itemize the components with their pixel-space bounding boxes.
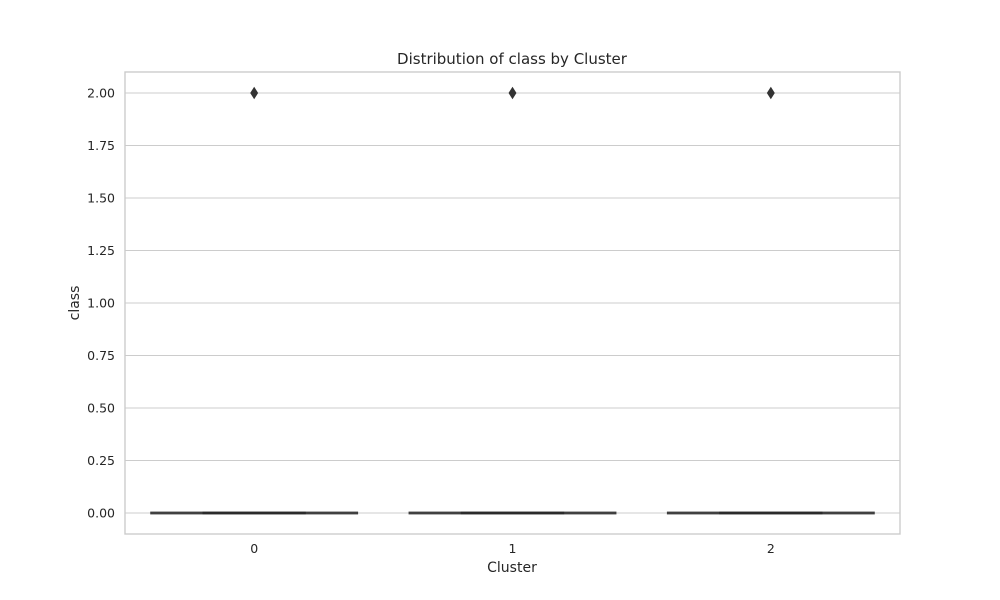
y-axis-ticks: 0.00 0.25 0.50 0.75 1.00 1.25 1.50 1.75 2.00: [87, 86, 115, 521]
x-tick-label: 0: [250, 541, 258, 556]
grid-lines: [125, 92, 900, 514]
x-axis-ticks: 0 1 2: [250, 541, 775, 556]
box-series: [150, 86, 875, 515]
y-tick-label: 2.00: [87, 86, 115, 101]
y-tick-label: 0.25: [87, 453, 115, 468]
y-tick-label: 1.50: [87, 191, 115, 206]
x-tick-label: 2: [767, 541, 775, 556]
outlier-point: [508, 86, 517, 100]
outlier-point: [250, 86, 259, 100]
x-tick-label: 1: [509, 541, 517, 556]
y-tick-label: 0.00: [87, 506, 115, 521]
y-tick-label: 0.50: [87, 401, 115, 416]
box-cluster-0: [150, 86, 359, 515]
y-tick-label: 1.00: [87, 296, 115, 311]
x-axis-label: Cluster: [487, 560, 537, 576]
box-cluster-2: [666, 86, 875, 515]
y-tick-label: 0.75: [87, 348, 115, 363]
box-cluster-1: [408, 86, 617, 515]
chart-title: Distribution of class by Cluster: [397, 50, 628, 68]
plot-frame: [124, 71, 901, 535]
outlier-point: [766, 86, 775, 100]
y-axis-label: class: [67, 286, 83, 321]
y-tick-label: 1.75: [87, 138, 115, 153]
y-tick-label: 1.25: [87, 243, 115, 258]
